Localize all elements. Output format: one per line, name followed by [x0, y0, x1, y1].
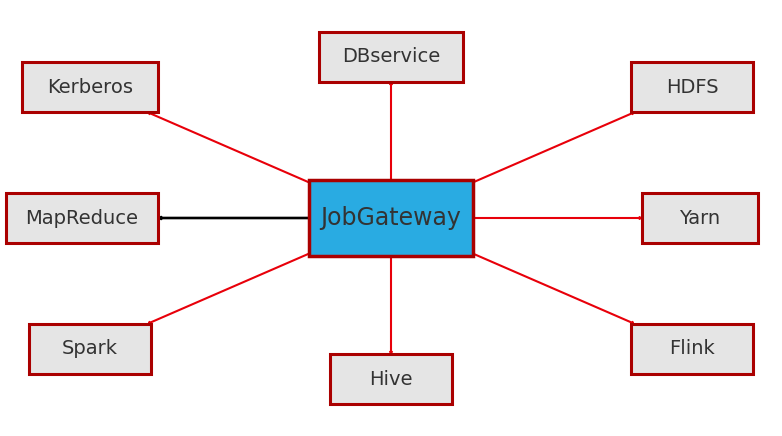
Text: JobGateway: JobGateway	[321, 206, 461, 230]
Text: Kerberos: Kerberos	[47, 78, 133, 97]
FancyBboxPatch shape	[632, 324, 753, 374]
FancyBboxPatch shape	[22, 62, 159, 112]
FancyBboxPatch shape	[309, 180, 473, 256]
Text: HDFS: HDFS	[665, 78, 719, 97]
Text: Flink: Flink	[669, 339, 715, 358]
FancyBboxPatch shape	[632, 62, 753, 112]
FancyBboxPatch shape	[5, 193, 159, 243]
FancyBboxPatch shape	[330, 354, 452, 405]
Text: Yarn: Yarn	[680, 208, 720, 228]
FancyBboxPatch shape	[642, 193, 758, 243]
Text: DBservice: DBservice	[342, 47, 440, 66]
FancyBboxPatch shape	[319, 32, 464, 82]
Text: MapReduce: MapReduce	[26, 208, 138, 228]
Text: Hive: Hive	[369, 370, 413, 389]
Text: Spark: Spark	[62, 339, 118, 358]
FancyBboxPatch shape	[30, 324, 150, 374]
